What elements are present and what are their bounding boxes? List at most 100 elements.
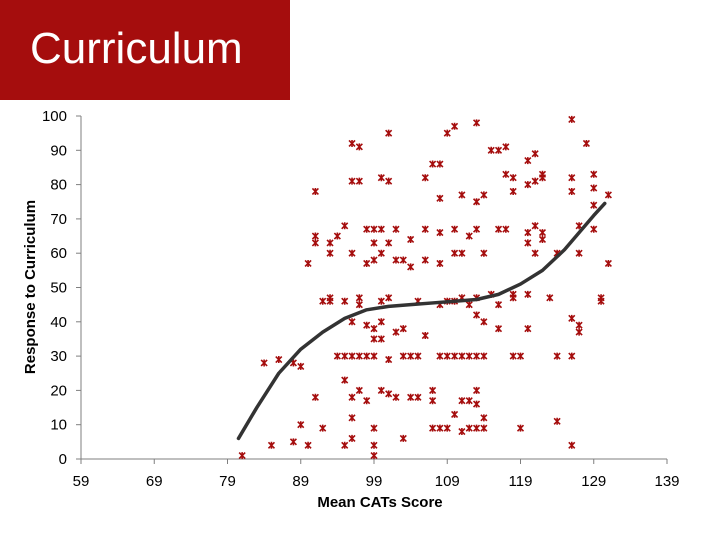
data-point xyxy=(524,229,532,237)
data-point xyxy=(546,294,554,302)
data-point-mark xyxy=(472,225,481,233)
data-point xyxy=(414,352,422,360)
data-point-mark xyxy=(363,352,371,360)
data-point-mark xyxy=(311,187,319,196)
data-point-mark xyxy=(531,150,539,158)
data-point-mark xyxy=(509,294,517,302)
data-point xyxy=(385,390,393,398)
data-point xyxy=(494,225,503,233)
data-point xyxy=(385,177,393,185)
data-point xyxy=(472,386,481,394)
data-point xyxy=(465,397,473,405)
data-point-mark xyxy=(399,434,407,442)
data-point xyxy=(355,352,363,360)
data-point-mark xyxy=(531,249,539,257)
data-point xyxy=(575,321,583,329)
data-point xyxy=(458,191,466,199)
data-point-mark xyxy=(524,325,532,333)
data-point xyxy=(429,386,437,394)
data-point xyxy=(341,376,349,384)
data-point xyxy=(553,417,561,425)
data-point xyxy=(399,256,407,264)
data-point xyxy=(326,297,334,305)
data-point xyxy=(436,352,444,360)
data-point-mark xyxy=(436,259,444,268)
data-point-mark xyxy=(341,222,349,230)
data-point xyxy=(348,414,356,422)
data-point xyxy=(421,331,429,340)
data-point xyxy=(370,335,378,343)
x-axis-title: Mean CATs Score xyxy=(317,494,442,511)
data-point-mark xyxy=(392,225,400,233)
data-point-mark xyxy=(341,441,349,449)
data-point-mark xyxy=(451,352,459,360)
data-point xyxy=(465,232,473,240)
data-point-mark xyxy=(348,139,356,148)
data-point-mark xyxy=(311,239,319,247)
y-tick-label: 90 xyxy=(50,142,67,159)
data-point xyxy=(348,434,356,442)
data-point-mark xyxy=(465,232,473,240)
data-point-mark xyxy=(377,249,385,257)
data-point xyxy=(326,249,334,257)
data-point xyxy=(590,201,598,209)
data-point xyxy=(341,297,349,305)
data-point-mark xyxy=(421,174,429,182)
data-point xyxy=(370,325,378,333)
data-point xyxy=(311,187,319,196)
data-point xyxy=(304,441,312,449)
data-point-mark xyxy=(355,143,363,151)
data-point xyxy=(363,397,371,405)
data-point xyxy=(451,225,459,233)
data-point xyxy=(568,441,576,449)
data-point-mark xyxy=(604,259,612,268)
slide-title: Curriculum xyxy=(30,24,243,73)
data-point-mark xyxy=(326,239,334,247)
data-point xyxy=(392,328,400,336)
data-point-mark xyxy=(568,187,576,196)
data-point xyxy=(407,352,415,360)
data-point xyxy=(509,294,517,302)
data-point xyxy=(370,239,378,247)
data-point-mark xyxy=(370,239,378,247)
x-tick-label: 109 xyxy=(435,473,460,490)
data-point-mark xyxy=(516,352,525,360)
data-point-mark xyxy=(480,249,488,257)
data-point xyxy=(465,301,473,309)
data-point-mark xyxy=(458,191,466,199)
data-point-mark xyxy=(297,362,305,370)
x-tick-label: 129 xyxy=(581,473,606,490)
data-point xyxy=(582,139,590,148)
data-point-mark xyxy=(436,352,444,360)
data-point-mark xyxy=(436,194,444,202)
data-point-mark xyxy=(509,187,517,196)
data-point xyxy=(348,352,356,360)
data-point-mark xyxy=(472,400,481,408)
data-point-mark xyxy=(311,393,319,401)
data-point xyxy=(465,352,473,360)
data-point-mark xyxy=(582,139,590,148)
data-point-mark xyxy=(392,328,400,336)
data-point xyxy=(399,352,407,360)
data-point xyxy=(502,143,510,151)
x-tick-label: 89 xyxy=(292,473,309,490)
data-point-mark xyxy=(348,177,356,185)
data-point xyxy=(458,427,466,436)
data-point-mark xyxy=(414,393,422,401)
data-point xyxy=(348,177,356,185)
data-point-mark xyxy=(333,352,341,360)
data-point-mark xyxy=(472,352,481,360)
data-point xyxy=(370,225,378,233)
data-point-mark xyxy=(399,352,407,360)
data-point xyxy=(348,318,356,326)
data-point-mark xyxy=(311,232,319,240)
data-point-mark xyxy=(531,177,539,185)
data-point xyxy=(297,362,305,370)
data-point xyxy=(421,225,429,233)
data-point-mark xyxy=(355,386,363,394)
data-point xyxy=(319,424,327,432)
data-point xyxy=(538,229,547,237)
data-point-mark xyxy=(436,424,444,432)
data-point xyxy=(275,355,283,364)
data-point xyxy=(590,170,598,178)
